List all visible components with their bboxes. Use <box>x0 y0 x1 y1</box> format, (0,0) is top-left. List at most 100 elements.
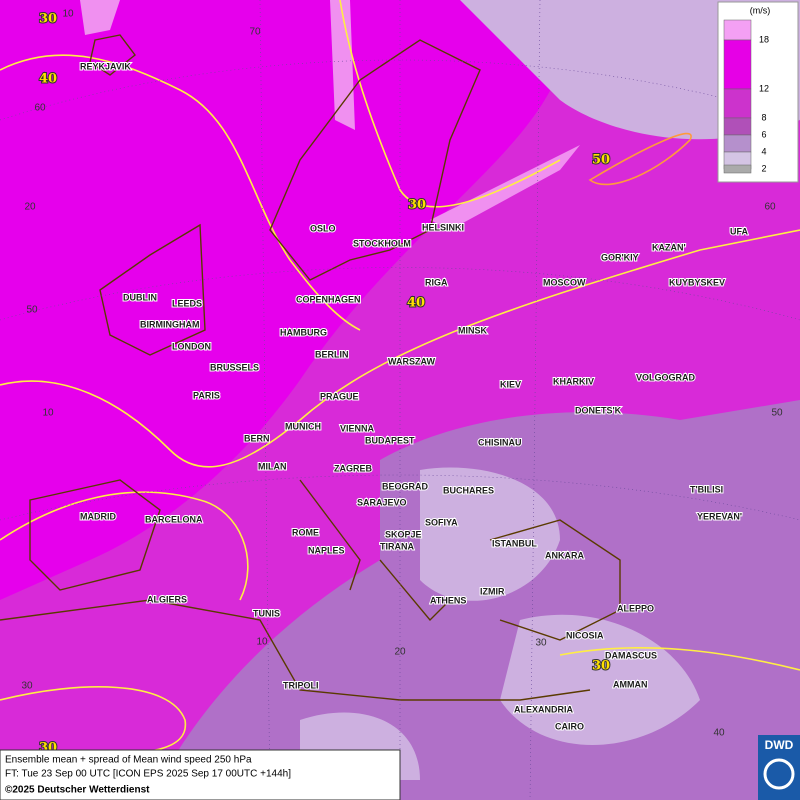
city-label: KAZAN' <box>652 242 686 252</box>
contour-label: 30 <box>592 659 610 674</box>
city-label: BERLIN <box>315 349 349 359</box>
footer-time: FT: Tue 23 Sep 00 UTC [ICON EPS 2025 Sep… <box>5 769 291 780</box>
city-label: ALEXANDRIA <box>514 704 574 714</box>
city-label: NICOSIA <box>566 630 604 640</box>
city-label: MINSK <box>458 325 488 335</box>
grid-label: 60 <box>34 103 46 114</box>
city-label: ALGIERS <box>147 594 187 604</box>
city-label: WARSZAW <box>388 356 436 366</box>
contour-label: 50 <box>592 153 610 168</box>
grid-label: 60 <box>764 202 776 213</box>
legend-swatch <box>723 19 752 41</box>
city-label: ALEPPO <box>617 603 654 613</box>
city-label: SOFIYA <box>425 517 458 527</box>
city-label: ISTANBUL <box>492 538 537 548</box>
legend-level: 12 <box>759 83 769 93</box>
grid-label: 20 <box>394 647 406 658</box>
logo-swirl <box>763 758 795 790</box>
city-label: HAMBURG <box>280 327 327 337</box>
legend-level: 8 <box>761 112 766 122</box>
grid-label: 20 <box>24 202 36 213</box>
contour-label: 30 <box>39 12 57 27</box>
city-label: REYKJAVIK <box>80 61 131 71</box>
city-label: BUDAPEST <box>365 435 415 445</box>
legend-unit: (m/s) <box>750 5 771 15</box>
grid-label: 40 <box>713 728 725 739</box>
contours <box>0 0 800 755</box>
footer-box <box>0 749 401 800</box>
city-label: PARIS <box>193 390 220 400</box>
legend-swatch <box>723 134 752 153</box>
grid-label: 30 <box>21 681 33 692</box>
logo: DWD <box>765 738 794 752</box>
legend-level: 4 <box>761 146 766 156</box>
legend-level: 6 <box>761 129 766 139</box>
city-label: YEREVAN' <box>697 511 742 521</box>
city-label: KIEV <box>500 379 521 389</box>
grid-label: 70 <box>249 27 261 38</box>
grid-label: 30 <box>535 638 547 649</box>
legend-swatch <box>723 117 752 136</box>
city-label: DUBLIN <box>123 292 157 302</box>
city-label: ROME <box>292 527 319 537</box>
contour-label: 40 <box>39 72 57 87</box>
city-label: T'BILISI <box>690 484 723 494</box>
city-label: OSLO <box>310 223 336 233</box>
coastlines <box>0 34 621 701</box>
city-label: ATHENS <box>430 595 466 605</box>
city-label: BIRMINGHAM <box>140 319 200 329</box>
city-label: TRIPOLI <box>283 680 319 690</box>
city-label: GOR'KIY <box>601 252 639 262</box>
city-label: VOLGOGRAD <box>636 372 696 382</box>
footer-title: Ensemble mean + spread of Mean wind spee… <box>5 755 252 766</box>
city-label: IZMIR <box>480 586 505 596</box>
city-label: TIRANA <box>380 541 414 551</box>
city-label: COPENHAGEN <box>296 294 361 304</box>
city-label: CAIRO <box>555 721 584 731</box>
jet-core <box>0 0 566 600</box>
city-label: STOCKHOLM <box>353 238 411 248</box>
legend-swatch <box>723 39 752 90</box>
city-label: BUCHARES <box>443 485 494 495</box>
city-label: MADRID <box>80 511 116 521</box>
legend-level: 2 <box>761 163 766 173</box>
city-label: BRUSSELS <box>210 362 259 372</box>
city-label: MOSCOW <box>543 277 586 287</box>
city-label: DONETS'K <box>575 405 622 415</box>
grid-label: 50 <box>26 305 38 316</box>
city-label: BEOGRAD <box>382 481 429 491</box>
city-label: CHISINAU <box>478 437 522 447</box>
city-label: BARCELONA <box>145 514 203 524</box>
city-label: NAPLES <box>308 545 345 555</box>
legend-swatch <box>723 164 752 174</box>
city-label: AMMAN <box>613 679 648 689</box>
city-label: DAMASCUS <box>605 650 657 660</box>
city-label: VIENNA <box>340 423 375 433</box>
city-label: BERN <box>244 433 270 443</box>
city-label: UFA <box>730 226 749 236</box>
city-label: SKOPJE <box>385 529 422 539</box>
city-label: MILAN <box>258 461 287 471</box>
legend: (m/s) 18 12 8 6 4 2 <box>717 1 799 183</box>
city-label: TUNIS <box>253 608 280 618</box>
city-label: LEEDS <box>172 298 202 308</box>
grid-label: 10 <box>62 9 74 20</box>
legend-level: 18 <box>759 34 769 44</box>
city-label: SARAJEVO <box>357 497 407 507</box>
city-label: LONDON <box>172 341 211 351</box>
city-label: KHARKIV <box>553 376 594 386</box>
city-label: PRAGUE <box>320 391 359 401</box>
grid-label: 50 <box>771 408 783 419</box>
city-label: ANKARA <box>545 550 584 560</box>
city-label: RIGA <box>425 277 448 287</box>
contour-label: 30 <box>408 198 426 213</box>
city-label: HELSINKI <box>422 222 464 232</box>
contour-label: 40 <box>407 296 425 311</box>
city-label: ZAGREB <box>334 463 373 473</box>
legend-swatch <box>723 88 752 119</box>
grid-label: 10 <box>256 637 268 648</box>
city-label: MUNICH <box>285 421 321 431</box>
footer-copyright: ©2025 Deutscher Wetterdienst <box>5 785 150 796</box>
